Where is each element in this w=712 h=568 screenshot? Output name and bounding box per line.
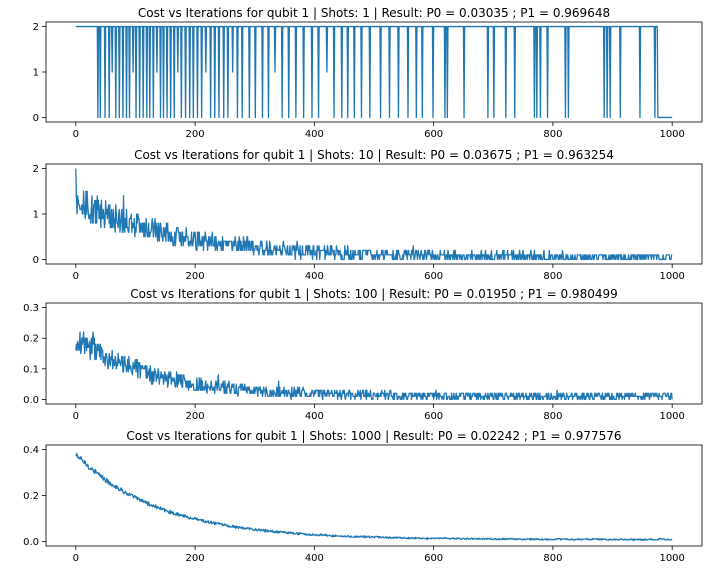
axes-frame bbox=[45, 444, 703, 547]
series-line-1 bbox=[75, 331, 673, 401]
x-tick-label: 600 bbox=[424, 271, 443, 282]
x-tick-label: 200 bbox=[186, 411, 205, 422]
x-tick-label: 400 bbox=[305, 411, 324, 422]
y-tick-label: 0.2 bbox=[23, 491, 39, 502]
y-tick-label: 0.2 bbox=[23, 334, 39, 345]
y-tick-label: 0 bbox=[33, 255, 39, 266]
chart-title: Cost vs Iterations for qubit 1 | Shots: … bbox=[134, 148, 614, 162]
series-line-1 bbox=[75, 25, 673, 119]
y-tick-label: 0 bbox=[33, 113, 39, 124]
y-tick-label: 0.3 bbox=[23, 303, 39, 314]
y-tick-label: 2 bbox=[33, 22, 39, 33]
axes-frame bbox=[45, 302, 703, 405]
x-tick-label: 800 bbox=[543, 411, 562, 422]
y-tick-label: 0.0 bbox=[23, 537, 39, 548]
x-tick-label: 1000 bbox=[659, 553, 684, 564]
y-tick-label: 0.0 bbox=[23, 395, 39, 406]
chart-title: Cost vs Iterations for qubit 1 | Shots: … bbox=[126, 429, 621, 443]
x-tick-label: 0 bbox=[73, 271, 79, 282]
subplot-4: Cost vs Iterations for qubit 1 | Shots: … bbox=[23, 429, 703, 564]
x-tick-label: 800 bbox=[543, 271, 562, 282]
x-tick-label: 600 bbox=[424, 411, 443, 422]
y-tick-label: 1 bbox=[33, 210, 39, 221]
series-line-1 bbox=[75, 452, 673, 541]
x-tick-label: 600 bbox=[424, 553, 443, 564]
series-line-1 bbox=[75, 168, 673, 261]
chart-title: Cost vs Iterations for qubit 1 | Shots: … bbox=[130, 287, 618, 301]
x-tick-label: 0 bbox=[73, 129, 79, 140]
x-tick-label: 200 bbox=[186, 271, 205, 282]
subplot-3: Cost vs Iterations for qubit 1 | Shots: … bbox=[23, 287, 703, 422]
x-tick-label: 400 bbox=[305, 553, 324, 564]
x-tick-label: 1000 bbox=[659, 271, 684, 282]
y-tick-label: 2 bbox=[33, 164, 39, 175]
chart-title: Cost vs Iterations for qubit 1 | Shots: … bbox=[138, 6, 610, 20]
x-tick-label: 800 bbox=[543, 553, 562, 564]
x-tick-label: 1000 bbox=[659, 129, 684, 140]
axes-frame bbox=[45, 163, 703, 265]
x-tick-label: 400 bbox=[305, 129, 324, 140]
subplot-1: Cost vs Iterations for qubit 1 | Shots: … bbox=[33, 6, 703, 140]
x-tick-label: 0 bbox=[73, 553, 79, 564]
x-tick-label: 400 bbox=[305, 271, 324, 282]
x-tick-label: 0 bbox=[73, 411, 79, 422]
x-tick-label: 200 bbox=[186, 553, 205, 564]
subplot-2: Cost vs Iterations for qubit 1 | Shots: … bbox=[33, 148, 703, 282]
x-tick-label: 200 bbox=[186, 129, 205, 140]
x-tick-label: 600 bbox=[424, 129, 443, 140]
y-tick-label: 1 bbox=[33, 68, 39, 79]
x-tick-label: 800 bbox=[543, 129, 562, 140]
x-tick-label: 1000 bbox=[659, 411, 684, 422]
y-tick-label: 0.4 bbox=[23, 445, 39, 456]
y-tick-label: 0.1 bbox=[23, 364, 39, 375]
